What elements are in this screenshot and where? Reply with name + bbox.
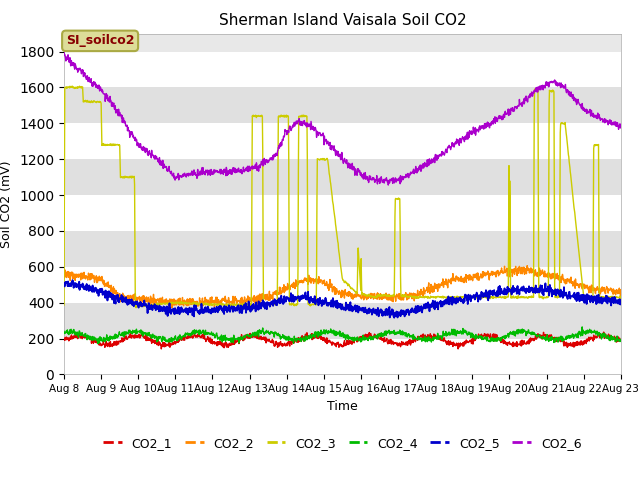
CO2_6 (318, 133, 326, 139)
Line: CO2_4: CO2_4 (64, 327, 621, 344)
Bar (64, 303, 621, 338)
CO2_6 (617, 122, 625, 128)
CO2_4 (94, 341, 102, 347)
CO2_6 (103, 94, 111, 100)
CO2_2 (308, 278, 316, 284)
CO2_5 (378, 310, 385, 316)
CO2_1 (378, 337, 385, 343)
CO2_4 (617, 337, 625, 343)
CO2_3 (319, 156, 326, 161)
CO2_4 (378, 330, 385, 336)
Title: Sherman Island Vaisala Soil CO2: Sherman Island Vaisala Soil CO2 (219, 13, 466, 28)
CO2_3 (297, 113, 305, 119)
Bar (64, 159, 621, 195)
CO2_1 (297, 337, 305, 343)
CO2_5 (318, 300, 326, 306)
CO2_3 (378, 292, 385, 298)
Legend: CO2_1, CO2_2, CO2_3, CO2_4, CO2_5, CO2_6: CO2_1, CO2_2, CO2_3, CO2_4, CO2_5, CO2_6 (98, 432, 587, 455)
Bar (64, 51, 621, 87)
CO2_3 (68, 83, 76, 89)
CO2_5 (308, 298, 316, 304)
CO2_2 (60, 275, 68, 281)
CO2_2 (126, 296, 134, 301)
CO2_5 (297, 293, 305, 299)
CO2_5 (68, 277, 76, 283)
Bar (64, 267, 621, 303)
CO2_2 (103, 282, 111, 288)
Text: SI_soilco2: SI_soilco2 (66, 35, 134, 48)
CO2_5 (390, 315, 398, 321)
Bar (64, 338, 621, 374)
CO2_4 (104, 337, 111, 343)
Y-axis label: Soil CO2 (mV): Soil CO2 (mV) (1, 160, 13, 248)
CO2_6 (296, 121, 304, 127)
CO2_2 (318, 280, 326, 286)
CO2_6 (377, 177, 385, 182)
CO2_5 (60, 282, 68, 288)
CO2_3 (617, 295, 625, 300)
CO2_1 (138, 328, 145, 334)
CO2_3 (104, 143, 111, 148)
CO2_4 (318, 331, 326, 336)
CO2_1 (319, 335, 326, 341)
CO2_5 (126, 297, 134, 303)
Line: CO2_3: CO2_3 (64, 86, 621, 308)
CO2_1 (157, 346, 165, 352)
CO2_5 (104, 298, 111, 303)
Bar (64, 123, 621, 159)
CO2_4 (308, 334, 316, 339)
CO2_2 (297, 278, 305, 284)
CO2_4 (297, 335, 305, 340)
CO2_4 (579, 324, 586, 330)
CO2_3 (60, 302, 68, 308)
CO2_1 (308, 331, 316, 337)
Line: CO2_6: CO2_6 (64, 52, 621, 185)
Line: CO2_1: CO2_1 (64, 331, 621, 349)
CO2_4 (60, 328, 68, 334)
CO2_6 (308, 123, 316, 129)
CO2_2 (617, 291, 625, 297)
CO2_6 (60, 49, 68, 55)
CO2_1 (103, 342, 111, 348)
CO2_6 (385, 182, 392, 188)
CO2_1 (60, 337, 68, 343)
CO2_2 (378, 294, 385, 300)
CO2_2 (524, 263, 531, 268)
Line: CO2_2: CO2_2 (64, 265, 621, 308)
Bar (64, 231, 621, 267)
CO2_4 (126, 328, 134, 334)
Line: CO2_5: CO2_5 (64, 280, 621, 318)
CO2_1 (617, 338, 625, 344)
CO2_3 (308, 301, 316, 307)
CO2_3 (126, 173, 134, 179)
Bar (64, 195, 621, 231)
CO2_6 (126, 134, 134, 140)
CO2_5 (617, 301, 625, 307)
Bar (64, 87, 621, 123)
CO2_2 (168, 305, 176, 311)
CO2_3 (132, 305, 140, 311)
X-axis label: Time: Time (327, 400, 358, 413)
CO2_1 (126, 332, 134, 338)
